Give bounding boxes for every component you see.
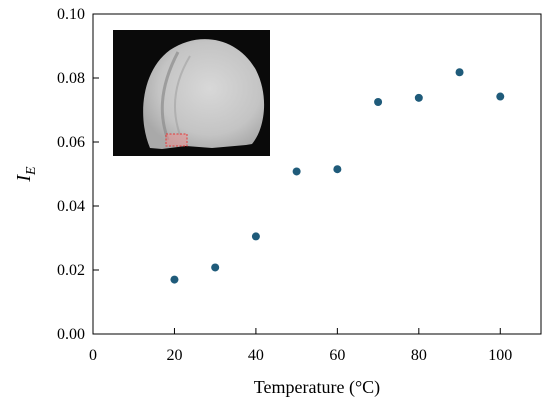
x-tick-label: 40	[248, 347, 264, 364]
data-point	[374, 98, 383, 106]
data-point	[251, 232, 260, 241]
y-axis-title-main: I	[13, 174, 35, 183]
x-tick-label: 100	[488, 347, 512, 364]
svg-text:IE: IE	[13, 166, 39, 183]
y-tick-label: 0.10	[57, 6, 85, 23]
x-tick-label: 60	[329, 347, 345, 364]
data-point	[333, 165, 342, 174]
y-axis-title: IE	[13, 166, 39, 183]
y-tick-label: 0.04	[57, 198, 85, 215]
y-tick-label: 0.06	[57, 134, 85, 151]
y-tick-label: 0.00	[57, 326, 85, 343]
x-axis-ticks: 0 20 40 60 80 100	[89, 328, 512, 364]
data-point	[496, 92, 505, 101]
inset-crack-line-secondary	[173, 55, 191, 136]
y-axis-title-subscript: E	[24, 166, 39, 176]
inset-highlight-region	[165, 133, 188, 147]
inset-photo	[113, 30, 270, 156]
x-tick-label: 80	[411, 347, 427, 364]
x-tick-label: 0	[89, 347, 97, 364]
data-points	[170, 68, 505, 284]
plot-frame	[92, 13, 542, 335]
data-point	[292, 167, 301, 176]
inset-crack-line	[160, 51, 180, 141]
inset-specimen	[143, 39, 265, 149]
y-tick-label: 0.02	[57, 262, 85, 279]
data-point	[414, 93, 423, 102]
x-axis-title: Temperature (°C)	[254, 377, 380, 398]
x-tick-label: 20	[166, 347, 182, 364]
data-point	[211, 263, 220, 272]
data-point	[170, 275, 179, 284]
y-axis-ticks: 0.00 0.02 0.04 0.06 0.08 0.10	[57, 6, 99, 343]
data-point	[455, 68, 464, 77]
y-tick-label: 0.08	[57, 70, 85, 87]
